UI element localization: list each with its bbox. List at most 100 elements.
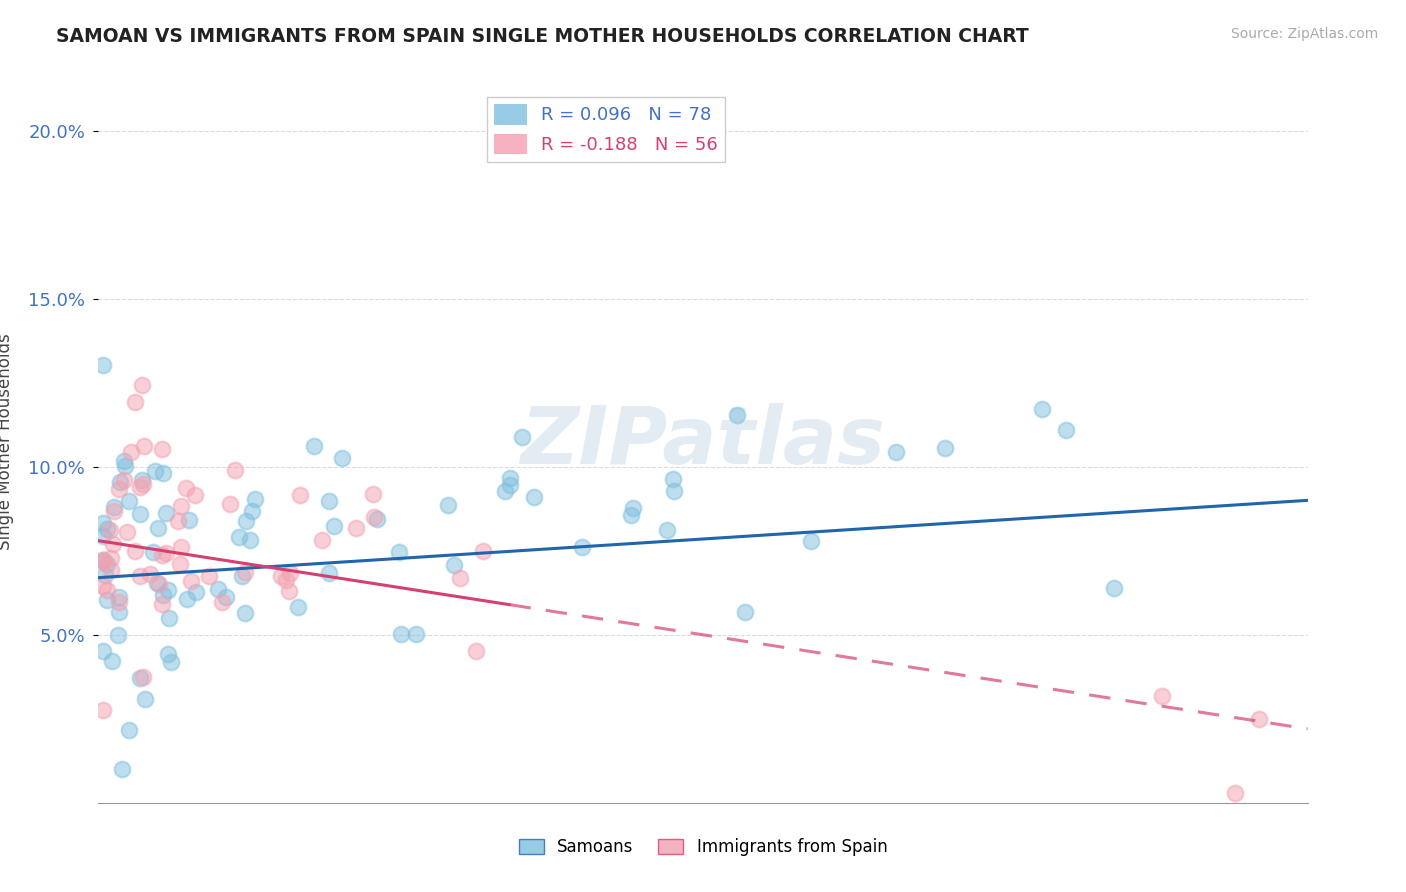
Text: ZIPatlas: ZIPatlas <box>520 402 886 481</box>
Immigrants from Spain <box>150 442 173 457</box>
Samoans <box>302 439 325 453</box>
Samoans <box>143 464 166 478</box>
Immigrants from Spain <box>167 514 190 528</box>
Samoans <box>134 691 156 706</box>
Samoans <box>155 506 177 520</box>
Samoans <box>366 512 388 526</box>
Immigrants from Spain <box>129 568 152 582</box>
Samoans <box>160 655 183 669</box>
Immigrants from Spain <box>103 537 125 551</box>
Samoans <box>323 519 346 533</box>
Samoans <box>800 533 823 548</box>
Immigrants from Spain <box>224 463 246 477</box>
Samoans <box>145 575 167 590</box>
Samoans <box>619 508 641 522</box>
Samoans <box>734 605 756 619</box>
Immigrants from Spain <box>361 487 384 501</box>
Immigrants from Spain <box>1223 786 1246 800</box>
Immigrants from Spain <box>117 525 139 540</box>
Samoans <box>142 545 165 559</box>
Samoans <box>96 522 118 536</box>
Immigrants from Spain <box>96 583 118 598</box>
Samoans <box>215 591 238 605</box>
Samoans <box>96 557 118 571</box>
Immigrants from Spain <box>91 579 114 593</box>
Samoans <box>523 490 546 504</box>
Samoans <box>499 478 522 492</box>
Immigrants from Spain <box>120 445 142 459</box>
Samoans <box>235 514 257 528</box>
Samoans <box>107 627 129 641</box>
Samoans <box>498 470 520 484</box>
Legend: Samoans, Immigrants from Spain: Samoans, Immigrants from Spain <box>512 831 894 863</box>
Immigrants from Spain <box>233 565 256 579</box>
Immigrants from Spain <box>98 523 121 537</box>
Samoans <box>571 540 593 554</box>
Samoans <box>330 451 353 466</box>
Immigrants from Spain <box>107 594 129 608</box>
Immigrants from Spain <box>1152 690 1174 704</box>
Samoans <box>103 500 125 515</box>
Immigrants from Spain <box>132 669 155 683</box>
Immigrants from Spain <box>344 521 367 535</box>
Samoans <box>1102 581 1125 595</box>
Immigrants from Spain <box>91 555 114 569</box>
Samoans <box>510 429 533 443</box>
Samoans <box>231 569 253 583</box>
Immigrants from Spain <box>150 548 173 562</box>
Immigrants from Spain <box>103 504 125 518</box>
Samoans <box>91 358 114 372</box>
Immigrants from Spain <box>93 553 115 567</box>
Samoans <box>207 582 229 596</box>
Immigrants from Spain <box>198 569 221 583</box>
Immigrants from Spain <box>311 533 333 547</box>
Immigrants from Spain <box>170 499 193 513</box>
Samoans <box>934 442 956 456</box>
Samoans <box>621 501 644 516</box>
Samoans <box>405 627 427 641</box>
Samoans <box>318 566 340 580</box>
Immigrants from Spain <box>139 567 162 582</box>
Immigrants from Spain <box>148 577 170 591</box>
Samoans <box>146 521 169 535</box>
Immigrants from Spain <box>270 569 292 583</box>
Immigrants from Spain <box>180 574 202 589</box>
Immigrants from Spain <box>124 544 146 558</box>
Samoans <box>91 516 114 531</box>
Samoans <box>389 627 412 641</box>
Samoans <box>177 513 200 527</box>
Samoans <box>287 599 309 614</box>
Samoans <box>727 408 749 422</box>
Immigrants from Spain <box>363 510 385 524</box>
Immigrants from Spain <box>211 595 233 609</box>
Immigrants from Spain <box>155 546 177 560</box>
Samoans <box>156 647 179 661</box>
Text: Source: ZipAtlas.com: Source: ZipAtlas.com <box>1230 27 1378 41</box>
Immigrants from Spain <box>288 488 311 502</box>
Samoans <box>110 475 132 489</box>
Samoans <box>233 607 256 621</box>
Immigrants from Spain <box>112 473 135 487</box>
Immigrants from Spain <box>132 477 155 491</box>
Immigrants from Spain <box>183 488 205 502</box>
Immigrants from Spain <box>174 481 197 495</box>
Samoans <box>436 498 458 512</box>
Samoans <box>318 494 340 508</box>
Immigrants from Spain <box>108 482 131 496</box>
Samoans <box>152 588 174 602</box>
Immigrants from Spain <box>1249 713 1271 727</box>
Immigrants from Spain <box>276 573 298 587</box>
Immigrants from Spain <box>449 571 471 585</box>
Samoans <box>662 472 685 486</box>
Samoans <box>117 723 139 738</box>
Samoans <box>112 454 135 468</box>
Samoans <box>662 484 685 499</box>
Y-axis label: Single Mother Households: Single Mother Households <box>0 334 14 549</box>
Samoans <box>239 533 262 547</box>
Samoans <box>240 503 263 517</box>
Immigrants from Spain <box>91 703 114 717</box>
Samoans <box>494 483 516 498</box>
Immigrants from Spain <box>124 394 146 409</box>
Samoans <box>94 567 117 582</box>
Samoans <box>111 763 134 777</box>
